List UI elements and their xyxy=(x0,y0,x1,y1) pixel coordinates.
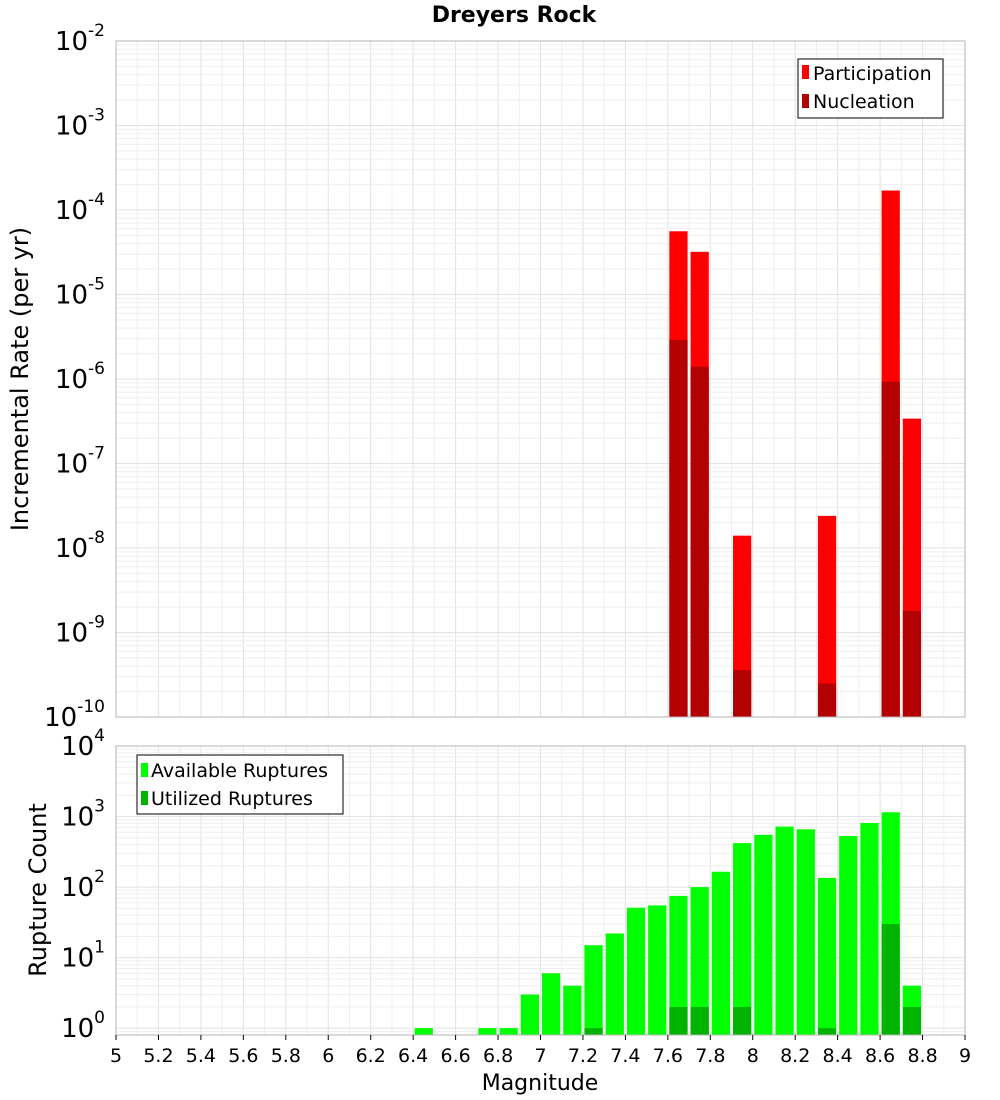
bar-available-ruptures-6_85 xyxy=(499,1028,518,1035)
bar-available-ruptures-7_55 xyxy=(648,905,667,1035)
bottom-y-axis-label: Rupture Count xyxy=(24,803,52,977)
bottom-y-tick-label: 101 xyxy=(61,938,105,974)
top-y-tick-label: 10-9 xyxy=(55,613,105,649)
bar-available-ruptures-6_45 xyxy=(414,1028,433,1035)
legend-swatch-participation xyxy=(802,65,809,79)
x-tick-label: 5.4 xyxy=(186,1045,216,1067)
bar-available-ruptures-7_25 xyxy=(584,945,603,1035)
bar-available-ruptures-8_05 xyxy=(754,834,773,1035)
bar-nucleation-8_75 xyxy=(902,610,922,717)
bar-available-ruptures-6_95 xyxy=(520,994,539,1035)
bar-available-ruptures-7_65 xyxy=(669,895,688,1035)
x-tick-label: 8.4 xyxy=(823,1045,853,1067)
bar-utilized-ruptures-7_75 xyxy=(690,1006,709,1035)
bar-nucleation-7_95 xyxy=(733,669,752,717)
bottom-y-tick-label: 102 xyxy=(61,867,105,903)
bar-nucleation-7_75 xyxy=(690,366,709,717)
top-y-tick-label: 10-7 xyxy=(55,444,105,480)
x-tick-label: 8.6 xyxy=(865,1045,895,1067)
bar-available-ruptures-7_85 xyxy=(711,871,731,1035)
x-tick-label: 8 xyxy=(747,1045,759,1067)
bottom-y-tick-label: 104 xyxy=(61,726,105,762)
legend-label-utilized-ruptures: Utilized Ruptures xyxy=(151,788,313,810)
x-tick-label: 7.6 xyxy=(653,1045,683,1067)
bar-utilized-ruptures-8_35 xyxy=(817,1028,837,1035)
bar-available-ruptures-8_15 xyxy=(775,826,794,1035)
x-tick-label: 5 xyxy=(110,1045,122,1067)
bar-available-ruptures-7_45 xyxy=(626,907,646,1035)
legend-label-nucleation: Nucleation xyxy=(813,91,915,113)
x-tick-label: 5.8 xyxy=(271,1045,301,1067)
bar-utilized-ruptures-7_95 xyxy=(733,1006,752,1035)
bar-available-ruptures-7_95 xyxy=(733,843,752,1035)
x-tick-label: 8.2 xyxy=(780,1045,810,1067)
rupture-count-panel: 100 101 102 103 104 5 5.2 5.4 5.6 5.8 6 6.2 6.4 6.6 6… xyxy=(24,726,971,1096)
legend-label-available-ruptures: Available Ruptures xyxy=(151,760,328,782)
bottom-y-tick-label: 103 xyxy=(61,797,105,833)
bar-available-ruptures-7_35 xyxy=(605,933,624,1035)
top-y-tick-label: 10-3 xyxy=(55,106,105,142)
top-y-tick-label: 10-6 xyxy=(55,359,105,395)
bar-utilized-ruptures-8_75 xyxy=(902,1006,922,1035)
top-y-tick-label: 10-5 xyxy=(55,275,105,311)
top-plot-frame xyxy=(115,40,966,718)
bar-available-ruptures-8_55 xyxy=(860,822,879,1035)
top-y-tick-label: 10-4 xyxy=(55,190,105,226)
bar-participation-8_35 xyxy=(817,515,837,717)
x-tick-label: 6.6 xyxy=(440,1045,470,1067)
bar-available-ruptures-8_35 xyxy=(817,877,837,1035)
bar-available-ruptures-7_75 xyxy=(690,887,709,1035)
bar-utilized-ruptures-7_65 xyxy=(669,1006,688,1035)
x-tick-label: 5.2 xyxy=(143,1045,173,1067)
legend-label-participation: Participation xyxy=(813,63,932,85)
x-tick-label: 7.2 xyxy=(568,1045,598,1067)
x-tick-label: 6.2 xyxy=(356,1045,386,1067)
bottom-y-tick-label: 100 xyxy=(61,1008,105,1044)
bar-available-ruptures-6_75 xyxy=(478,1028,497,1035)
x-tick-label: 7.8 xyxy=(695,1045,725,1067)
x-tick-label: 6.8 xyxy=(483,1045,513,1067)
top-y-tick-label: 10-10 xyxy=(44,697,105,733)
legend-swatch-available-ruptures xyxy=(141,763,148,777)
bar-available-ruptures-7_05 xyxy=(542,973,561,1035)
participation-rate-panel: 10-10 10-9 10-8 10-7 10-6 10-5 10-4 10-3 10-2 In… xyxy=(6,21,966,733)
x-tick-label: 7 xyxy=(534,1045,546,1067)
top-y-axis-label: Incremental Rate (per yr) xyxy=(6,227,34,531)
legend-swatch-nucleation xyxy=(802,94,809,108)
bottom-legend: Available Ruptures Utilized Ruptures xyxy=(136,754,344,815)
bar-available-ruptures-8_45 xyxy=(839,835,858,1035)
x-tick-label: 7.4 xyxy=(610,1045,640,1067)
x-tick-label: 8.8 xyxy=(907,1045,937,1067)
x-tick-label: 9 xyxy=(959,1045,971,1067)
x-tick-label: 6 xyxy=(322,1045,334,1067)
bar-available-ruptures-8_25 xyxy=(796,829,815,1035)
top-y-tick-label: 10-2 xyxy=(55,21,105,57)
x-tick-label: 5.6 xyxy=(228,1045,258,1067)
bar-nucleation-8_65 xyxy=(881,381,900,717)
bar-utilized-ruptures-8_65 xyxy=(881,923,900,1035)
x-axis-label: Magnitude xyxy=(482,1071,599,1096)
bar-available-ruptures-7_15 xyxy=(563,985,582,1035)
legend-swatch-utilized-ruptures xyxy=(141,791,148,805)
top-legend: Participation Nucleation xyxy=(797,58,944,119)
chart-title: Dreyers Rock xyxy=(432,3,598,28)
x-tick-label: 6.4 xyxy=(398,1045,428,1067)
bar-utilized-ruptures-7_25 xyxy=(584,1028,603,1035)
bar-nucleation-7_65 xyxy=(669,339,688,717)
top-y-tick-label: 10-8 xyxy=(55,528,105,564)
bar-nucleation-8_35 xyxy=(817,683,837,717)
